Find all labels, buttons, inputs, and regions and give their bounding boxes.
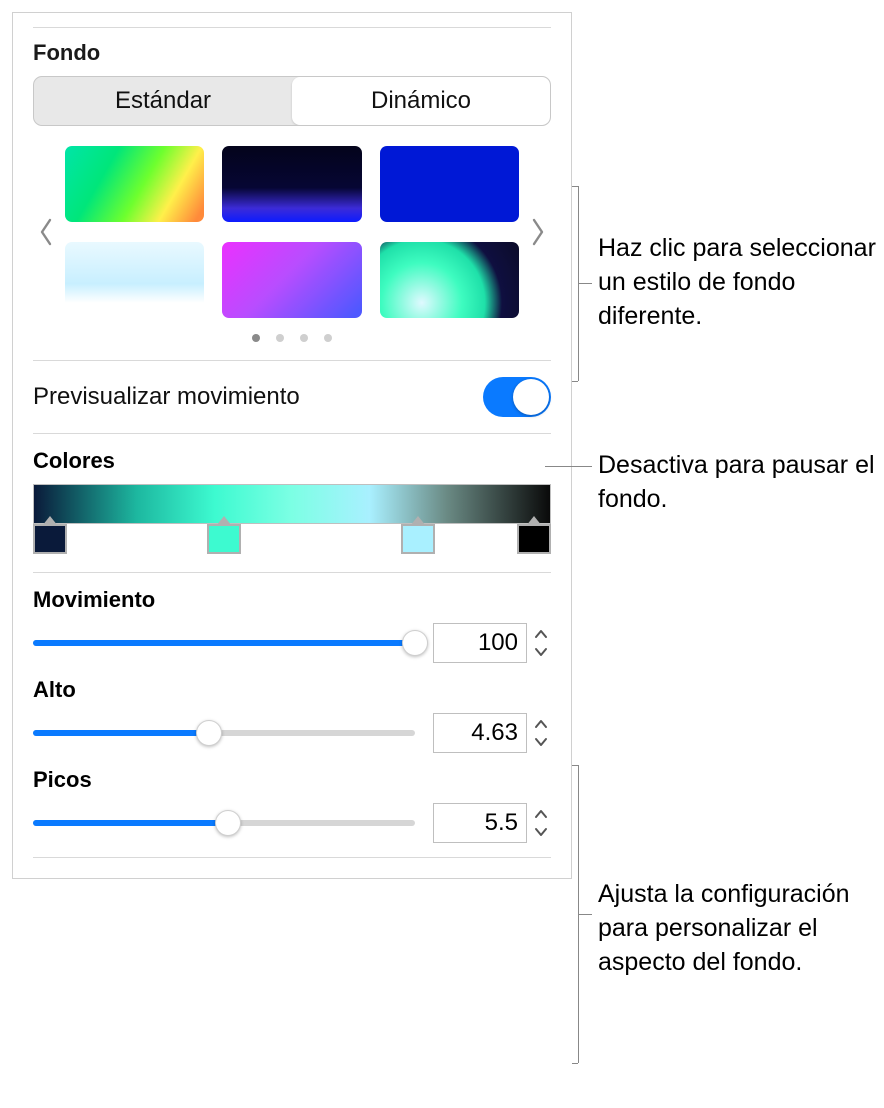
- stepper-down-button[interactable]: [531, 643, 551, 661]
- stepper-down-button[interactable]: [531, 733, 551, 751]
- slider-fill: [33, 820, 228, 826]
- height-label: Alto: [33, 677, 551, 703]
- preview-motion-toggle[interactable]: [483, 377, 551, 417]
- color-stop[interactable]: [517, 524, 551, 554]
- callout-bracket: [572, 765, 578, 766]
- slider-fill: [33, 640, 415, 646]
- movement-value-input[interactable]: [433, 623, 527, 663]
- preview-motion-label: Previsualizar movimiento: [33, 383, 300, 411]
- chevron-up-icon: [534, 809, 548, 819]
- panel-top-divider: [33, 27, 551, 28]
- slider-thumb[interactable]: [215, 810, 241, 836]
- colors-stops-row: [33, 524, 551, 554]
- thumbnails-page-dots: [33, 334, 551, 342]
- peaks-label: Picos: [33, 767, 551, 793]
- peaks-slider-row: [33, 803, 551, 843]
- background-style-thumb[interactable]: [380, 146, 519, 222]
- colors-gradient-bar[interactable]: [33, 484, 551, 524]
- page-dot[interactable]: [324, 334, 332, 342]
- callout-leader-line: [545, 466, 592, 467]
- callout-styles: Haz clic para seleccionar un estilo de f…: [598, 232, 878, 333]
- peaks-stepper: [531, 805, 551, 841]
- movement-slider-row: [33, 623, 551, 663]
- chevron-down-icon: [534, 647, 548, 657]
- background-style-thumb[interactable]: [65, 242, 204, 318]
- peaks-slider[interactable]: [33, 820, 415, 826]
- thumbnails-next-button[interactable]: [525, 212, 551, 252]
- page-dot[interactable]: [252, 334, 260, 342]
- chevron-right-icon: [530, 218, 546, 246]
- stepper-up-button[interactable]: [531, 805, 551, 823]
- movement-stepper: [531, 625, 551, 661]
- page-dot[interactable]: [276, 334, 284, 342]
- chevron-up-icon: [534, 629, 548, 639]
- callout-bracket: [572, 381, 578, 382]
- background-style-thumb[interactable]: [222, 146, 361, 222]
- stepper-up-button[interactable]: [531, 625, 551, 643]
- background-type-segmented: Estándar Dinámico: [33, 76, 551, 126]
- chevron-down-icon: [534, 737, 548, 747]
- divider: [33, 857, 551, 858]
- segment-standard[interactable]: Estándar: [34, 77, 292, 125]
- background-style-thumb[interactable]: [222, 242, 361, 318]
- callout-leader-line: [578, 914, 592, 915]
- peaks-value-input[interactable]: [433, 803, 527, 843]
- movement-slider[interactable]: [33, 640, 415, 646]
- color-stop[interactable]: [33, 524, 67, 554]
- slider-fill: [33, 730, 209, 736]
- peaks-value-box: [433, 803, 551, 843]
- chevron-left-icon: [38, 218, 54, 246]
- background-thumbnails-grid: [65, 146, 519, 318]
- height-value-input[interactable]: [433, 713, 527, 753]
- background-settings-panel: Fondo Estándar Dinámico Previsualizar mo…: [12, 12, 572, 879]
- height-value-box: [433, 713, 551, 753]
- section-title-fondo: Fondo: [33, 40, 551, 66]
- segment-dynamic[interactable]: Dinámico: [292, 77, 550, 125]
- colors-title: Colores: [33, 448, 551, 474]
- divider: [33, 433, 551, 434]
- background-style-thumb[interactable]: [380, 242, 519, 318]
- peaks-slider-block: Picos: [33, 767, 551, 843]
- callout-sliders: Ajusta la configuración para personaliza…: [598, 878, 878, 979]
- height-slider-row: [33, 713, 551, 753]
- stepper-down-button[interactable]: [531, 823, 551, 841]
- background-thumbnails-row: [33, 146, 551, 318]
- callout-leader-line: [578, 283, 592, 284]
- color-stop[interactable]: [401, 524, 435, 554]
- movement-label: Movimiento: [33, 587, 551, 613]
- slider-thumb[interactable]: [196, 720, 222, 746]
- chevron-down-icon: [534, 827, 548, 837]
- toggle-knob: [513, 379, 549, 415]
- page-dot[interactable]: [300, 334, 308, 342]
- height-stepper: [531, 715, 551, 751]
- slider-thumb[interactable]: [402, 630, 428, 656]
- thumbnails-prev-button[interactable]: [33, 212, 59, 252]
- height-slider[interactable]: [33, 730, 415, 736]
- color-stop[interactable]: [207, 524, 241, 554]
- callout-bracket: [572, 186, 578, 187]
- divider: [33, 572, 551, 573]
- movement-value-box: [433, 623, 551, 663]
- movement-slider-block: Movimiento: [33, 587, 551, 663]
- chevron-up-icon: [534, 719, 548, 729]
- callout-bracket: [572, 1063, 578, 1064]
- height-slider-block: Alto: [33, 677, 551, 753]
- callout-toggle: Desactiva para pausar el fondo.: [598, 449, 878, 517]
- preview-motion-row: Previsualizar movimiento: [33, 361, 551, 433]
- background-style-thumb[interactable]: [65, 146, 204, 222]
- stepper-up-button[interactable]: [531, 715, 551, 733]
